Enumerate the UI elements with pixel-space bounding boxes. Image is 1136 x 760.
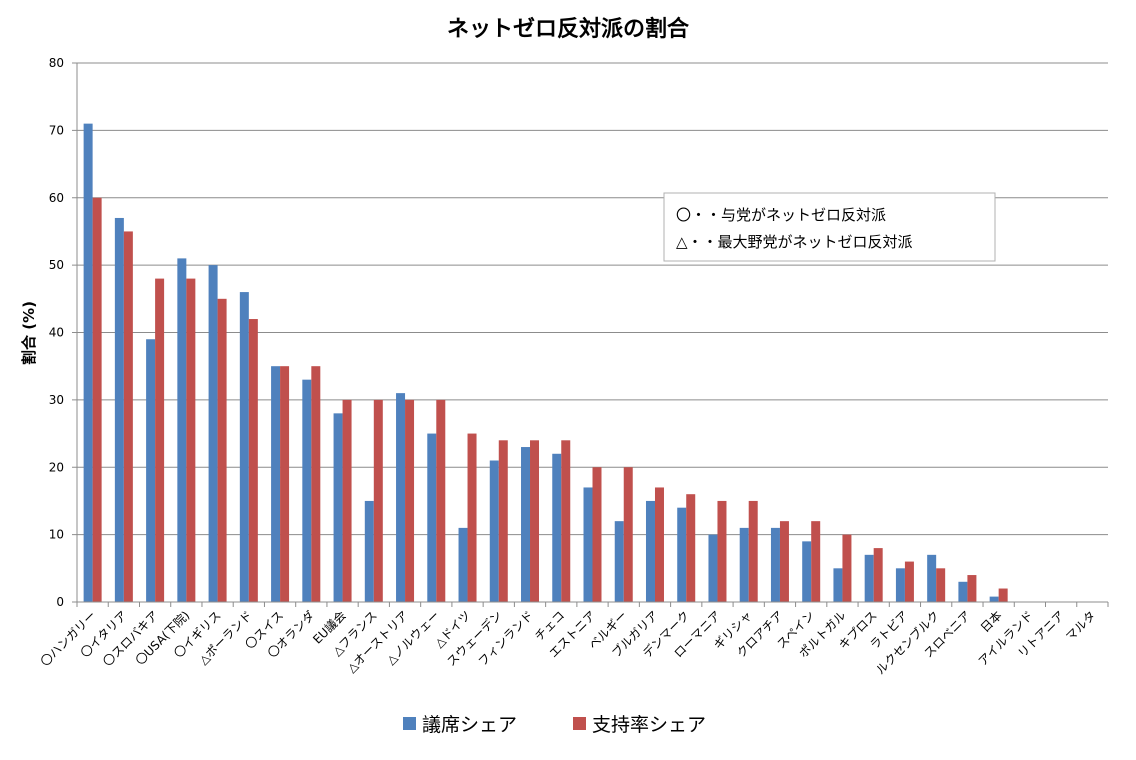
bar-support-share bbox=[186, 278, 196, 602]
x-tick-label: 日本 bbox=[978, 608, 1005, 635]
bar-seat-share bbox=[864, 554, 874, 602]
y-tick-label: 20 bbox=[49, 460, 64, 474]
bar-seat-share bbox=[802, 541, 812, 602]
bar-support-share bbox=[748, 500, 758, 602]
bar-seat-share bbox=[396, 393, 406, 602]
bar-support-share bbox=[686, 494, 696, 602]
bar-support-share bbox=[936, 568, 946, 602]
bar-support-share bbox=[717, 500, 727, 602]
bar-seat-share bbox=[364, 500, 374, 602]
annotation-box-frame bbox=[663, 192, 996, 262]
bar-seat-share bbox=[239, 292, 249, 602]
bar-support-share bbox=[779, 521, 789, 602]
bar-seat-share bbox=[302, 379, 312, 602]
bar-support-share bbox=[123, 231, 133, 602]
bar-seat-share bbox=[208, 265, 218, 602]
annotation-line-1: 〇・・与党がネットゼロ反対派 bbox=[676, 206, 886, 224]
bar-support-share bbox=[373, 399, 383, 602]
bar-support-share bbox=[842, 534, 852, 602]
bar-support-share bbox=[904, 561, 914, 602]
bar-seat-share bbox=[958, 581, 968, 602]
bar-seat-share bbox=[489, 460, 499, 602]
bar-support-share bbox=[405, 399, 415, 602]
bar-seat-share bbox=[333, 413, 343, 602]
y-tick-label: 80 bbox=[49, 56, 64, 70]
bar-support-share bbox=[654, 487, 664, 602]
annotation-line-2: △・・最大野党がネットゼロ反対派 bbox=[676, 233, 913, 251]
x-tick-label: マルタ bbox=[1063, 608, 1098, 643]
x-axis-ticks: 〇ハンガリー〇イタリア〇スロバキア〇USA(下院)〇イギリス△ポーランド〇スイス… bbox=[38, 602, 1109, 677]
bar-support-share bbox=[342, 399, 352, 602]
legend-label-seat-share: 議席シェア bbox=[422, 714, 517, 736]
bar-support-share bbox=[311, 366, 321, 602]
bar-seat-share bbox=[146, 339, 156, 602]
bar-seat-share bbox=[833, 568, 843, 602]
bar-seat-share bbox=[458, 527, 468, 602]
bar-seat-share bbox=[552, 453, 562, 602]
bar-seat-share bbox=[271, 366, 281, 602]
gridlines bbox=[77, 62, 1108, 536]
bar-support-share bbox=[998, 588, 1008, 602]
y-tick-label: 60 bbox=[49, 191, 64, 205]
bar-seat-share bbox=[677, 507, 687, 602]
bar-seat-share bbox=[708, 534, 718, 602]
y-tick-label: 0 bbox=[56, 595, 64, 609]
legend-label-support-share: 支持率シェア bbox=[592, 714, 706, 736]
bar-seat-share bbox=[427, 433, 437, 602]
bar-seat-share bbox=[614, 521, 624, 602]
bar-seat-share bbox=[114, 217, 124, 602]
bar-support-share bbox=[436, 399, 446, 602]
bar-seat-share bbox=[177, 258, 187, 602]
bar-series bbox=[83, 123, 1008, 602]
bar-support-share bbox=[217, 298, 227, 602]
legend-swatch-support-share bbox=[573, 717, 586, 730]
y-axis-label: 割合 (%) bbox=[20, 301, 38, 365]
bar-support-share bbox=[873, 548, 883, 602]
axes bbox=[76, 63, 1108, 603]
y-tick-label: 10 bbox=[49, 528, 64, 542]
bar-support-share bbox=[530, 440, 540, 602]
bar-seat-share bbox=[583, 487, 593, 602]
annotation-box: 〇・・与党がネットゼロ反対派 △・・最大野党がネットゼロ反対派 bbox=[663, 192, 996, 262]
bar-seat-share bbox=[770, 527, 780, 602]
y-axis-ticks: 0 10 20 30 40 50 60 70 80 bbox=[49, 56, 77, 609]
bar-support-share bbox=[561, 440, 571, 602]
y-tick-label: 40 bbox=[49, 326, 64, 340]
y-tick-label: 30 bbox=[49, 393, 64, 407]
y-tick-label: 70 bbox=[49, 123, 64, 137]
bar-support-share bbox=[155, 278, 165, 602]
legend-swatch-seat-share bbox=[403, 717, 416, 730]
bar-support-share bbox=[92, 197, 102, 602]
bar-support-share bbox=[498, 440, 508, 602]
bar-support-share bbox=[811, 521, 821, 602]
bar-support-share bbox=[248, 319, 258, 602]
bar-support-share bbox=[280, 366, 290, 602]
bar-support-share bbox=[623, 467, 633, 602]
bar-seat-share bbox=[521, 447, 531, 602]
bar-seat-share bbox=[989, 596, 999, 602]
bar-seat-share bbox=[895, 568, 905, 602]
bar-seat-share bbox=[927, 554, 937, 602]
legend: 議席シェア 支持率シェア bbox=[403, 714, 706, 736]
bar-seat-share bbox=[83, 123, 93, 602]
bar-seat-share bbox=[645, 500, 655, 602]
bar-seat-share bbox=[739, 527, 749, 602]
bar-support-share bbox=[592, 467, 602, 602]
bar-support-share bbox=[967, 575, 977, 602]
chart-title: ネットゼロ反対派の割合 bbox=[447, 16, 690, 42]
y-tick-label: 50 bbox=[49, 258, 64, 272]
bar-support-share bbox=[467, 433, 477, 602]
